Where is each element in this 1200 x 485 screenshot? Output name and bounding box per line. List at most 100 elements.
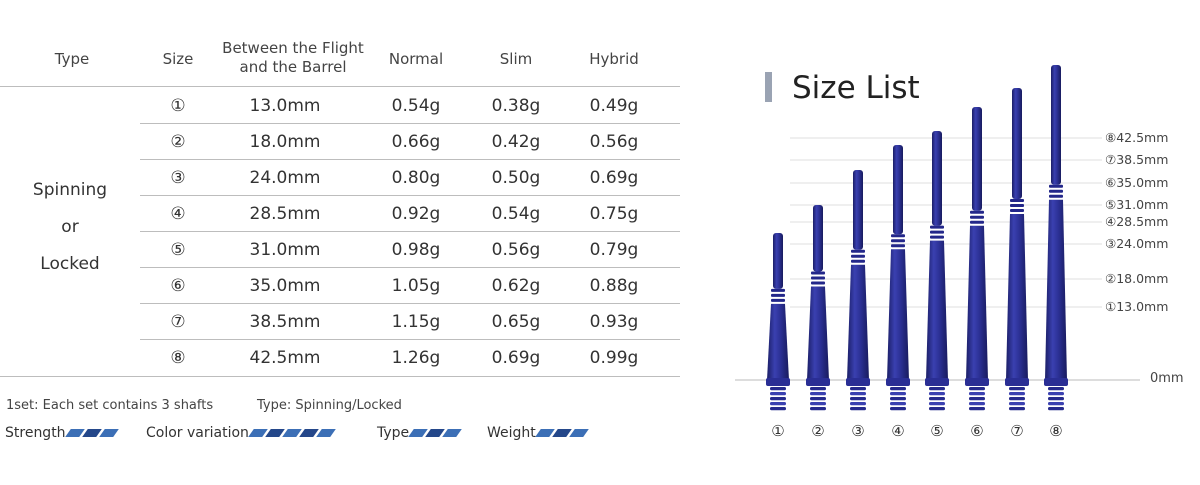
shaft-2 bbox=[806, 205, 830, 411]
length-label: ⑤31.0mm bbox=[1105, 197, 1169, 212]
slim-weight-cell: 0.42g bbox=[491, 132, 541, 152]
size-cell: ⑦ bbox=[170, 312, 186, 332]
length-label: ⑦38.5mm bbox=[1105, 152, 1169, 167]
hybrid-weight-cell: 0.75g bbox=[589, 204, 639, 224]
length-label: ②18.0mm bbox=[1105, 271, 1169, 286]
length-cell: 35.0mm bbox=[249, 276, 321, 296]
length-label: ①13.0mm bbox=[1105, 299, 1169, 314]
type-label-line-2: or bbox=[61, 217, 79, 237]
slim-weight-cell: 0.69g bbox=[491, 348, 541, 368]
length-cell: 38.5mm bbox=[249, 312, 321, 332]
shaft-5 bbox=[925, 131, 949, 411]
size-cell: ⑤ bbox=[170, 240, 186, 260]
shaft-diagram bbox=[735, 65, 1140, 411]
shaft-7 bbox=[1005, 88, 1029, 411]
header-slim: Slim bbox=[499, 50, 533, 68]
slim-weight-cell: 0.62g bbox=[491, 276, 541, 296]
meter-segment bbox=[316, 429, 336, 437]
shaft-3 bbox=[846, 170, 870, 411]
meter-bars bbox=[248, 429, 336, 437]
set-note: 1set: Each set contains 3 shafts bbox=[6, 398, 214, 413]
header-between: Between the Flight and the Barrel bbox=[222, 39, 364, 76]
length-cell: 42.5mm bbox=[249, 348, 321, 368]
shaft-number-label: ④ bbox=[891, 422, 905, 440]
shaft-number-label: ⑧ bbox=[1049, 422, 1063, 440]
shaft-8 bbox=[1044, 65, 1068, 411]
shaft-number-label: ⑥ bbox=[970, 422, 984, 440]
shaft-6 bbox=[965, 107, 989, 411]
meter-label: Weight bbox=[487, 425, 536, 441]
header-normal: Normal bbox=[388, 50, 444, 68]
header-type: Type bbox=[54, 50, 90, 68]
row-divider bbox=[140, 195, 680, 196]
hybrid-weight-cell: 0.49g bbox=[589, 96, 639, 116]
normal-weight-cell: 0.66g bbox=[391, 132, 441, 152]
row-divider bbox=[140, 231, 680, 232]
normal-weight-cell: 1.05g bbox=[391, 276, 441, 296]
hybrid-weight-cell: 0.88g bbox=[589, 276, 639, 296]
table-row: ③ 24.0mm 0.80g 0.50g 0.69g bbox=[0, 160, 680, 196]
length-label: ③24.0mm bbox=[1105, 236, 1169, 251]
table-row: ⑤ 31.0mm 0.98g 0.56g 0.79g bbox=[0, 232, 680, 268]
hybrid-weight-cell: 0.93g bbox=[589, 312, 639, 332]
shaft-number-label: ② bbox=[811, 422, 825, 440]
meter-segment bbox=[442, 429, 462, 437]
row-divider bbox=[140, 123, 680, 124]
meter-3: Weight bbox=[487, 425, 589, 441]
meter-bars bbox=[408, 429, 462, 437]
size-list-title: Size List bbox=[792, 70, 920, 106]
size-cell: ④ bbox=[170, 204, 186, 224]
normal-weight-cell: 0.92g bbox=[391, 204, 441, 224]
size-cell: ③ bbox=[170, 168, 186, 188]
header-hybrid: Hybrid bbox=[589, 50, 639, 68]
shaft-number-label: ③ bbox=[851, 422, 865, 440]
type-label-line-3: Locked bbox=[40, 254, 100, 274]
table-row: ⑥ 35.0mm 1.05g 0.62g 0.88g bbox=[0, 268, 680, 304]
table-row: ④ 28.5mm 0.92g 0.54g 0.75g bbox=[0, 196, 680, 232]
table-bottom-divider bbox=[0, 376, 680, 377]
normal-weight-cell: 0.80g bbox=[391, 168, 441, 188]
length-label: ⑧42.5mm bbox=[1105, 130, 1169, 145]
shaft-1 bbox=[766, 233, 790, 411]
size-cell: ① bbox=[170, 96, 186, 116]
size-cell: ⑥ bbox=[170, 276, 186, 296]
meter-bars bbox=[534, 429, 589, 437]
type-label-line-1: Spinning bbox=[32, 180, 108, 200]
table-row: ⑦ 38.5mm 1.15g 0.65g 0.93g bbox=[0, 304, 680, 340]
normal-weight-cell: 1.26g bbox=[391, 348, 441, 368]
meter-2: Type bbox=[377, 425, 462, 441]
length-label: ⑥35.0mm bbox=[1105, 175, 1169, 190]
title-marker bbox=[765, 72, 772, 102]
row-divider bbox=[140, 303, 680, 304]
slim-weight-cell: 0.50g bbox=[491, 168, 541, 188]
table-row: ② 18.0mm 0.66g 0.42g 0.56g bbox=[0, 124, 680, 160]
meter-1: Color variation bbox=[146, 425, 336, 441]
row-divider bbox=[140, 339, 680, 340]
hybrid-weight-cell: 0.56g bbox=[589, 132, 639, 152]
normal-weight-cell: 0.54g bbox=[391, 96, 441, 116]
meter-0: Strength bbox=[5, 425, 119, 441]
header-divider bbox=[0, 86, 680, 87]
size-cell: ⑧ bbox=[170, 348, 186, 368]
type-note: Type: Spinning/Locked bbox=[257, 398, 402, 413]
meter-label: Color variation bbox=[146, 425, 249, 441]
type-label: Spinning or Locked bbox=[20, 172, 120, 283]
slim-weight-cell: 0.54g bbox=[491, 204, 541, 224]
length-cell: 18.0mm bbox=[249, 132, 321, 152]
normal-weight-cell: 1.15g bbox=[391, 312, 441, 332]
hybrid-weight-cell: 0.99g bbox=[589, 348, 639, 368]
row-divider bbox=[140, 267, 680, 268]
meter-segment bbox=[98, 429, 119, 437]
hybrid-weight-cell: 0.69g bbox=[589, 168, 639, 188]
slim-weight-cell: 0.65g bbox=[491, 312, 541, 332]
slim-weight-cell: 0.56g bbox=[491, 240, 541, 260]
size-cell: ② bbox=[170, 132, 186, 152]
zero-mm-label: 0mm bbox=[1150, 371, 1184, 386]
shaft-4 bbox=[886, 145, 910, 411]
meter-bars bbox=[64, 429, 119, 437]
meter-segment bbox=[568, 429, 589, 437]
shaft-number-label: ① bbox=[771, 422, 785, 440]
length-cell: 13.0mm bbox=[249, 96, 321, 116]
meter-label: Strength bbox=[5, 425, 66, 441]
table-row: ⑧ 42.5mm 1.26g 0.69g 0.99g bbox=[0, 340, 680, 376]
